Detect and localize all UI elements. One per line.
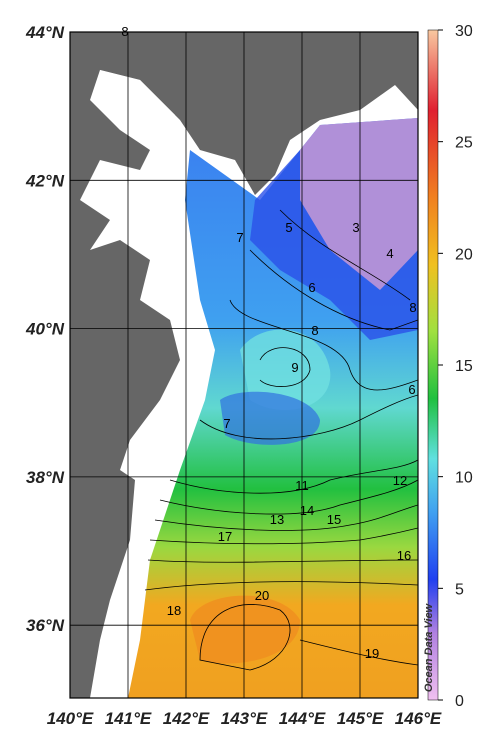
contour-label: 7 xyxy=(236,230,243,245)
credit: Ocean Data View xyxy=(423,602,435,692)
contour-label: 20 xyxy=(255,588,269,603)
lon-label: 145°E xyxy=(337,709,384,728)
contour-label: 18 xyxy=(167,603,181,618)
cool-patch xyxy=(220,391,320,445)
contours xyxy=(144,209,418,671)
colorbar-label: 30 xyxy=(455,23,473,40)
lon-label: 146°E xyxy=(395,709,442,728)
lat-label: 44°N xyxy=(25,23,65,42)
contour-label: 8 xyxy=(409,300,416,315)
contour-label: 5 xyxy=(285,220,292,235)
strait-gap xyxy=(100,70,175,130)
lat-label: 38°N xyxy=(26,468,65,487)
contour-label: 12 xyxy=(393,473,407,488)
colorbar-label: 15 xyxy=(455,358,473,375)
contour-label: 6 xyxy=(308,280,315,295)
contour-label: 19 xyxy=(365,646,379,661)
colorbar-label: 10 xyxy=(455,470,473,487)
contour-label: 11 xyxy=(295,478,309,493)
colorbar-label: 0 xyxy=(455,693,464,710)
contour-label: 8 xyxy=(311,323,318,338)
contour-label: 7 xyxy=(223,416,230,431)
contour-label: 6 xyxy=(408,382,415,397)
colorbar-label: 5 xyxy=(455,581,464,598)
lat-label: 40°N xyxy=(25,320,65,339)
lon-label: 144°E xyxy=(279,709,326,728)
lon-label: 140°E xyxy=(47,709,94,728)
contour-label: 9 xyxy=(291,360,298,375)
colorbar-label: 25 xyxy=(455,135,473,152)
contour-label: 3 xyxy=(352,220,359,235)
contour-label: 13 xyxy=(270,512,284,527)
contour-label: 8 xyxy=(121,24,128,39)
lon-label: 143°E xyxy=(221,709,268,728)
contour-label: 17 xyxy=(218,529,232,544)
lat-label: 42°N xyxy=(25,171,65,190)
warm-core xyxy=(190,595,300,664)
lon-label: 142°E xyxy=(163,709,210,728)
lon-label: 141°E xyxy=(105,709,152,728)
map-frame xyxy=(69,31,419,699)
colorbar-label: 20 xyxy=(455,246,473,263)
lat-label: 36°N xyxy=(26,616,65,635)
contour-label: 4 xyxy=(386,246,393,261)
warm-pool xyxy=(240,329,331,410)
colorbar xyxy=(427,29,439,701)
coldest-region xyxy=(300,118,418,290)
contour-label: 16 xyxy=(397,548,411,563)
contour-label: 15 xyxy=(327,512,341,527)
graticule xyxy=(70,32,418,698)
contour-label: 14 xyxy=(300,503,314,518)
